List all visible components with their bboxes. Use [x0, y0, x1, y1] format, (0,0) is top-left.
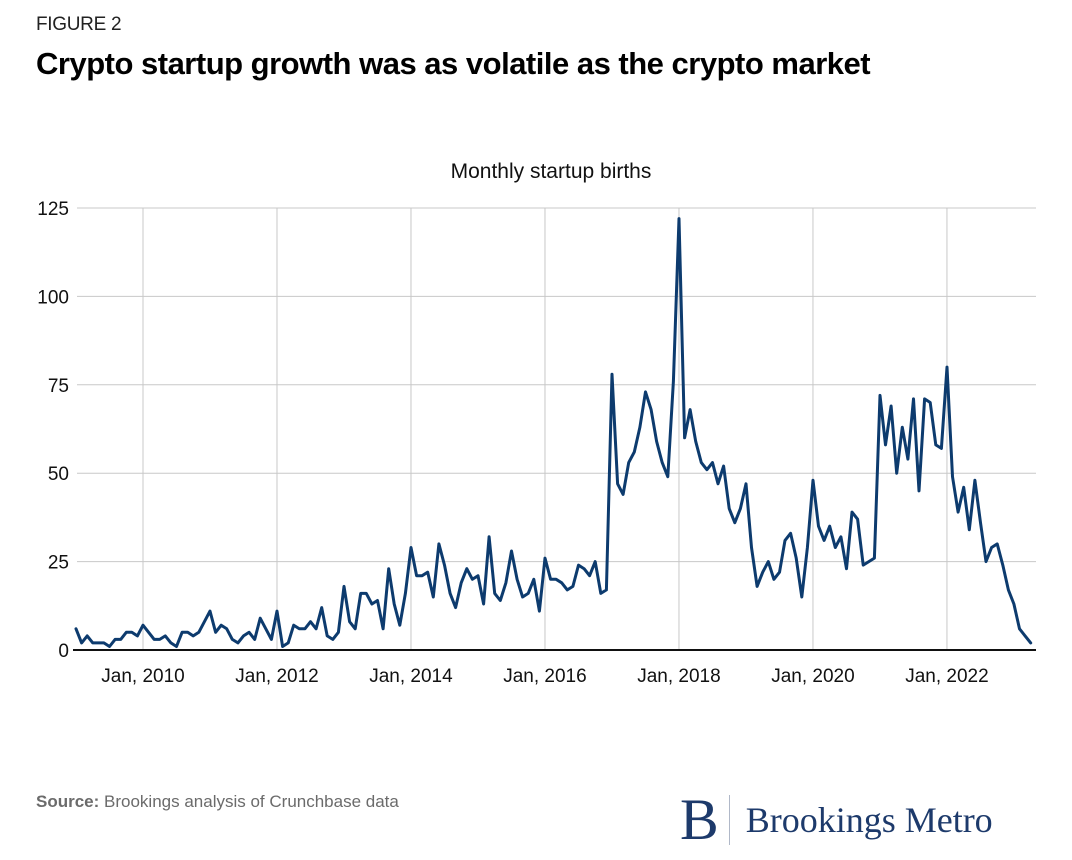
brookings-metro-logo: B Brookings Metro — [680, 790, 993, 850]
y-gridlines — [77, 207, 1036, 563]
x-tick-label: Jan, 2018 — [637, 666, 720, 687]
y-tick-label: 0 — [58, 641, 69, 662]
source-text: Brookings analysis of Crunchbase data — [99, 792, 399, 811]
x-tick-label: Jan, 2020 — [771, 666, 854, 687]
y-axis-ticks: 0 25 50 75 100 125 — [37, 199, 69, 662]
brookings-b-logo-icon: B — [680, 787, 719, 852]
y-tick-label: 25 — [48, 553, 69, 574]
x-tick-label: Jan, 2012 — [235, 666, 318, 687]
figure-label: FIGURE 2 — [36, 14, 122, 35]
x-gridlines — [142, 208, 948, 650]
y-tick-label: 125 — [37, 199, 69, 220]
chart-title: Monthly startup births — [450, 160, 652, 183]
y-tick-label: 75 — [48, 376, 69, 397]
logo-divider — [728, 795, 730, 845]
x-tick-label: Jan, 2014 — [369, 666, 453, 687]
x-axis-ticks: Jan, 2010 Jan, 2012 Jan, 2014 Jan, 2016 Jan,… — [101, 666, 988, 687]
x-tick-label: Jan, 2010 — [101, 666, 184, 687]
y-tick-label: 50 — [48, 464, 69, 485]
series-group — [74, 217, 1033, 648]
y-tick-label: 100 — [37, 287, 69, 308]
logo-text: Brookings Metro — [745, 800, 993, 840]
x-tick-label: Jan, 2022 — [905, 666, 988, 687]
series-line — [74, 217, 1033, 648]
source-note: Source: Brookings analysis of Crunchbase… — [36, 792, 399, 812]
x-tick-label: Jan, 2016 — [503, 666, 586, 687]
figure-title: Crypto startup growth was as volatile as… — [36, 46, 871, 81]
source-label: Source: — [36, 792, 100, 811]
